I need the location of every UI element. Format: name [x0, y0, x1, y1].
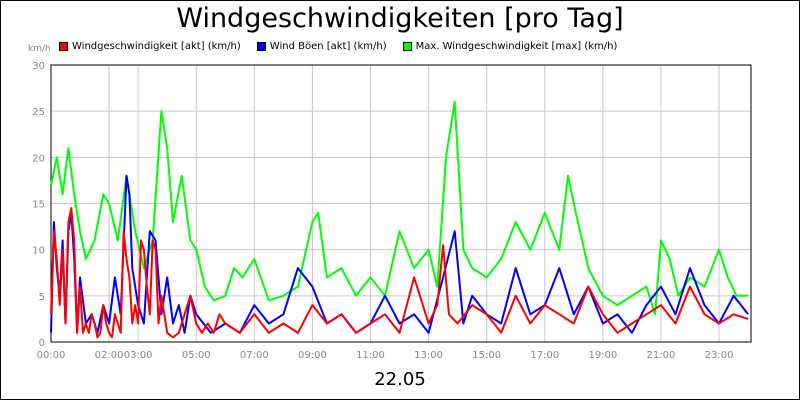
x-tick-label: 03:00 [124, 350, 153, 361]
x-tick-label: 19:00 [588, 350, 617, 361]
plot-border [50, 64, 752, 343]
x-tick-label: 23:00 [705, 350, 734, 361]
x-tick-label: 09:00 [298, 350, 327, 361]
legend-label-wind-speed: Windgeschwindigkeit [akt] (km/h) [72, 40, 241, 52]
y-axis-unit-label: km/h [28, 44, 51, 54]
y-tick-label: 15 [32, 200, 45, 211]
x-tick-label: 17:00 [530, 350, 559, 361]
date-label: 22.05 [374, 369, 426, 390]
series-line-wind-speed [50, 207, 749, 339]
series-line-max-wind [50, 100, 749, 316]
y-tick-label: 25 [32, 107, 45, 118]
y-tick-label: 10 [32, 246, 45, 257]
legend-swatch-red [59, 41, 68, 51]
chart-legend: Windgeschwindigkeit [akt] (km/h) Wind Bö… [59, 39, 633, 53]
x-tick-label: 11:00 [356, 350, 385, 361]
legend-item-max-wind: Max. Windgeschwindigkeit [max] (km/h) [402, 40, 618, 52]
x-tick-label: 05:00 [182, 350, 211, 361]
y-tick-label: 30 [32, 61, 45, 72]
y-tick-label: 0 [39, 338, 45, 349]
series-line-gusts [50, 174, 749, 334]
x-tick-label: 15:00 [472, 350, 501, 361]
legend-label-gusts: Wind Böen [akt] (km/h) [269, 40, 387, 52]
legend-item-gusts: Wind Böen [akt] (km/h) [256, 40, 387, 52]
x-tick-label: 00:00 [37, 350, 66, 361]
x-tick-label: 02:00 [95, 350, 124, 361]
legend-swatch-blue [256, 41, 266, 51]
y-tick-label: 20 [32, 153, 45, 164]
legend-item-wind-speed: Windgeschwindigkeit [akt] (km/h) [59, 41, 241, 52]
x-tick-label: 13:00 [414, 350, 443, 361]
chart-title: Windgeschwindigkeiten [pro Tag] [176, 3, 624, 34]
x-tick-label: 07:00 [240, 350, 269, 361]
legend-label-max-wind: Max. Windgeschwindigkeit [max] (km/h) [415, 40, 618, 52]
y-tick-label: 5 [39, 292, 45, 303]
x-tick-label: 21:00 [647, 350, 676, 361]
legend-swatch-green [402, 41, 412, 51]
